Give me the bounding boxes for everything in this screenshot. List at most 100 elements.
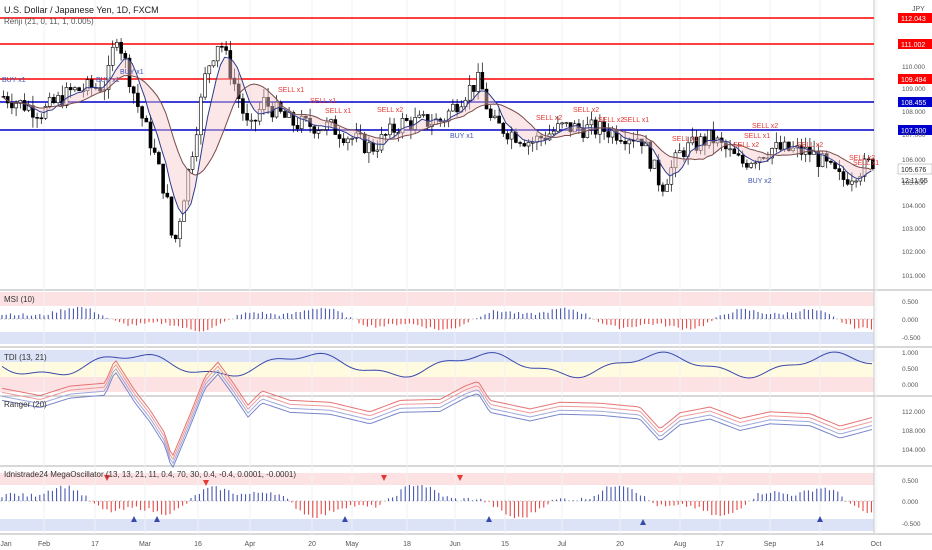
- mega-signal-marker: [342, 516, 348, 522]
- candle-body: [375, 149, 380, 152]
- mega-signal-marker: [457, 475, 463, 481]
- level-value: 107.300: [901, 128, 926, 135]
- time-tick: Jun: [449, 541, 460, 548]
- candle-body: [127, 57, 132, 88]
- price-axis: 110.000 109.000 108.000 107.000 106.000 105.0…: [902, 64, 926, 528]
- candle-body: [388, 123, 392, 136]
- candle-body: [665, 183, 669, 192]
- candle-body: [207, 65, 212, 75]
- candle-body: [131, 86, 136, 94]
- price-tick: 101.000: [902, 273, 926, 280]
- candle-body: [707, 129, 711, 146]
- candle-body: [14, 103, 18, 109]
- candle-body: [593, 119, 598, 135]
- candle-body: [325, 121, 329, 130]
- candle-body: [501, 122, 506, 134]
- time-axis: Jan Feb 17 Mar 16 Apr 20 May 18 Jun 15 Jul 20 Aug 17 Se…: [0, 541, 881, 548]
- candle-body: [140, 106, 144, 119]
- candle-body: [341, 138, 346, 143]
- candle-body: [241, 98, 245, 114]
- candle-body: [266, 97, 270, 107]
- mega-tick: 0.000: [902, 499, 919, 506]
- ranger-band: [1, 360, 873, 457]
- candle-body: [850, 180, 854, 185]
- mega-tick: 0.500: [902, 478, 919, 485]
- candle-body: [472, 85, 476, 92]
- candle-body: [123, 53, 128, 59]
- candle-body: [488, 108, 493, 118]
- candle-body: [56, 95, 60, 104]
- candle-body: [203, 73, 207, 98]
- candle-body: [161, 163, 165, 194]
- candle-body: [68, 87, 73, 91]
- candle-body: [602, 121, 606, 132]
- candle-body: [774, 142, 779, 149]
- level-tag: [898, 74, 932, 84]
- mega-signal-marker: [640, 519, 646, 525]
- time-tick: Jul: [558, 541, 567, 548]
- signal-sell: SELL x2: [797, 142, 823, 149]
- candle-body: [119, 42, 123, 54]
- level-tag: [898, 125, 932, 135]
- candle-body: [291, 112, 296, 126]
- candle-body: [169, 196, 174, 236]
- time-tick: Aug: [674, 541, 687, 548]
- candle-body: [623, 140, 627, 145]
- candle-body: [22, 100, 27, 111]
- candle-body: [224, 46, 228, 51]
- candle-body: [337, 134, 342, 139]
- candle-body: [652, 159, 657, 169]
- time-tick: 14: [816, 541, 824, 548]
- candle-body: [178, 221, 182, 240]
- time-tick: May: [345, 541, 359, 548]
- candle-body: [115, 42, 119, 48]
- signal-sell: SELL x1: [744, 133, 770, 140]
- candle-body: [560, 122, 564, 125]
- indicator-label: Renji (21, 0, 11, 1, 0.005): [4, 17, 94, 26]
- candle-body: [186, 169, 191, 202]
- candle-body: [841, 171, 846, 180]
- candle-body: [627, 139, 632, 145]
- candle-body: [199, 96, 203, 136]
- signal-sell: SELL x2: [573, 107, 599, 114]
- candle-body: [215, 46, 220, 62]
- ma-slow-line: [1, 75, 872, 176]
- tdi-tick: 0.500: [902, 366, 919, 373]
- time-tick: Mar: [139, 541, 152, 548]
- candle-body: [845, 179, 850, 185]
- candle-body: [304, 116, 308, 119]
- candle-body: [711, 129, 716, 144]
- candle-body: [606, 131, 611, 138]
- candle-body: [262, 97, 266, 110]
- mega-signal-marker: [104, 475, 110, 481]
- candle-body: [757, 157, 762, 164]
- moving-averages: [1, 56, 872, 216]
- candle-body: [299, 116, 304, 130]
- candle-body: [346, 138, 350, 143]
- signal-sell: SELL x1: [853, 160, 879, 167]
- candle-body: [572, 123, 577, 133]
- tdi-tick: 1.000: [902, 350, 919, 357]
- indicator-panels: [0, 306, 874, 525]
- msi-tick: 0.500: [902, 299, 919, 306]
- candle-body: [732, 148, 737, 154]
- time-tick: 20: [616, 541, 624, 548]
- signal-sell: SELL x2: [733, 142, 759, 149]
- candle-body: [35, 117, 39, 119]
- current-price-tag: [897, 163, 932, 175]
- candle-body: [194, 134, 199, 157]
- candle-body: [619, 140, 623, 142]
- ranger-band: [1, 364, 873, 461]
- candle-body: [530, 141, 535, 144]
- signal-buy: BUY x1: [450, 133, 474, 140]
- signal-sell: SELL x1: [278, 87, 304, 94]
- signal-sell: SELL x2: [598, 117, 624, 124]
- signal-sell: SELL x2: [377, 107, 403, 114]
- candle-body: [505, 133, 510, 140]
- candle-body: [799, 145, 804, 155]
- ranger-band: [1, 372, 873, 469]
- candle-body: [661, 184, 665, 192]
- time-tick: 17: [91, 541, 99, 548]
